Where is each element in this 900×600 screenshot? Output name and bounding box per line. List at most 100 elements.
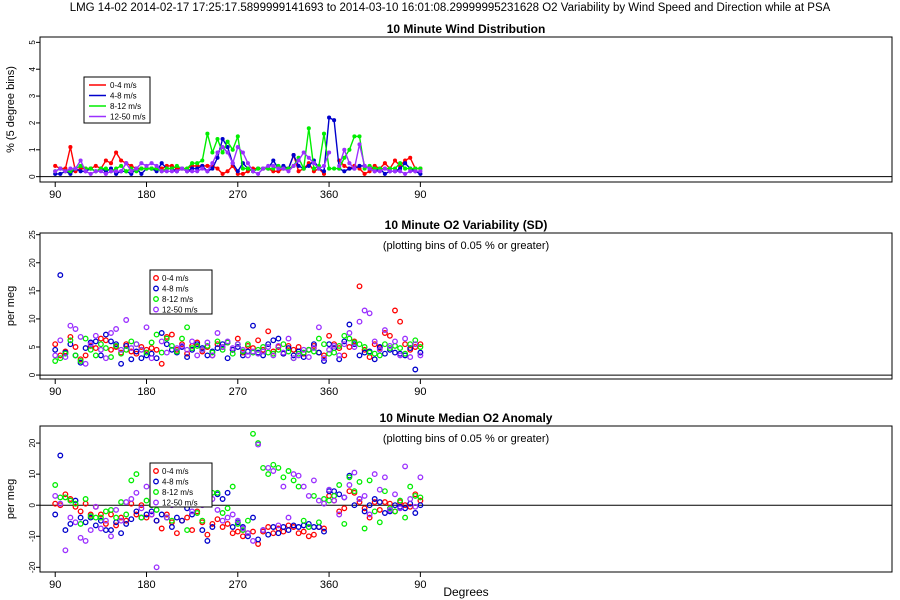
data-point bbox=[239, 533, 246, 540]
data-point bbox=[270, 524, 277, 530]
data-point bbox=[97, 525, 104, 532]
data-point bbox=[52, 511, 59, 518]
data-point bbox=[189, 345, 196, 352]
data-point bbox=[138, 514, 145, 521]
data-point bbox=[346, 344, 353, 350]
data-point bbox=[342, 169, 347, 174]
data-point bbox=[229, 530, 236, 537]
data-point bbox=[381, 510, 388, 516]
data-point bbox=[351, 469, 358, 476]
data-point bbox=[82, 335, 89, 342]
data-point bbox=[366, 502, 373, 509]
data-point bbox=[295, 530, 302, 537]
data-point bbox=[256, 166, 261, 171]
data-point bbox=[77, 534, 84, 541]
data-point bbox=[153, 355, 160, 362]
data-point bbox=[250, 348, 256, 355]
data-point bbox=[290, 522, 297, 529]
x-tick-label: 180 bbox=[137, 386, 155, 398]
legend-swatch bbox=[153, 478, 159, 485]
data-point bbox=[119, 163, 124, 168]
data-point bbox=[397, 497, 404, 504]
data-point bbox=[92, 522, 99, 529]
data-point bbox=[392, 349, 398, 356]
legend: 0-4 m/s 4-8 m/s8-12 m/s 12-50 m/s bbox=[149, 269, 213, 315]
data-point bbox=[52, 341, 59, 348]
data-point bbox=[290, 471, 297, 478]
data-point bbox=[148, 511, 155, 518]
data-point bbox=[225, 145, 230, 150]
data-point bbox=[326, 332, 333, 339]
data-point bbox=[128, 496, 135, 502]
data-point bbox=[346, 488, 353, 495]
y-tick-label: 0 bbox=[28, 174, 37, 179]
data-point bbox=[305, 524, 312, 530]
data-point bbox=[250, 514, 256, 521]
data-point bbox=[184, 324, 191, 331]
data-point bbox=[158, 360, 165, 367]
data-point bbox=[118, 360, 125, 367]
data-point bbox=[58, 171, 63, 176]
data-point bbox=[382, 166, 387, 171]
data-point bbox=[240, 171, 245, 176]
data-point bbox=[397, 352, 404, 359]
data-point bbox=[417, 474, 424, 481]
data-point bbox=[195, 169, 200, 174]
data-point bbox=[72, 344, 79, 350]
data-point bbox=[403, 171, 408, 176]
data-point bbox=[77, 508, 84, 515]
data-point bbox=[97, 352, 104, 359]
data-point bbox=[336, 508, 343, 515]
data-point bbox=[114, 150, 119, 155]
data-point bbox=[133, 341, 140, 348]
data-point bbox=[52, 492, 59, 499]
data-point bbox=[224, 505, 231, 512]
data-point bbox=[114, 169, 119, 174]
data-point bbox=[285, 468, 292, 474]
x-tick-label: 90 bbox=[49, 189, 61, 201]
data-point bbox=[342, 147, 347, 152]
data-point bbox=[280, 483, 287, 490]
data-point bbox=[321, 525, 327, 532]
data-point bbox=[62, 527, 69, 534]
data-point bbox=[199, 527, 206, 534]
data-point bbox=[285, 342, 292, 349]
legend-swatch bbox=[153, 285, 159, 292]
data-point bbox=[219, 517, 226, 524]
data-point bbox=[108, 346, 114, 353]
data-point bbox=[190, 161, 195, 166]
data-point bbox=[87, 341, 94, 348]
data-point bbox=[265, 531, 272, 538]
legend-frame bbox=[83, 76, 151, 124]
data-point bbox=[397, 505, 404, 512]
data-point bbox=[77, 520, 84, 527]
data-point bbox=[371, 341, 378, 348]
data-point bbox=[331, 497, 338, 504]
data-point bbox=[199, 346, 206, 353]
data-point bbox=[108, 506, 114, 513]
data-point bbox=[346, 474, 353, 481]
data-point bbox=[275, 530, 282, 537]
data-point bbox=[392, 491, 398, 498]
data-point bbox=[118, 346, 125, 353]
data-point bbox=[347, 161, 352, 166]
data-point bbox=[381, 350, 388, 357]
x-tick-label: 90 bbox=[414, 386, 426, 398]
data-point bbox=[133, 471, 140, 478]
y-axis-label: per meg bbox=[5, 286, 17, 326]
data-point bbox=[271, 163, 276, 168]
data-point bbox=[184, 527, 191, 534]
data-point bbox=[148, 345, 155, 352]
data-point bbox=[224, 338, 231, 345]
legend-label: 0-4 m/s bbox=[162, 274, 189, 283]
data-point bbox=[113, 522, 120, 529]
data-point bbox=[93, 163, 98, 168]
data-point bbox=[168, 524, 175, 530]
data-point bbox=[234, 341, 241, 348]
data-point bbox=[356, 478, 363, 485]
data-point bbox=[52, 346, 59, 353]
data-point bbox=[305, 346, 312, 353]
data-point bbox=[113, 506, 120, 513]
data-point bbox=[321, 169, 327, 174]
data-point bbox=[88, 166, 93, 171]
